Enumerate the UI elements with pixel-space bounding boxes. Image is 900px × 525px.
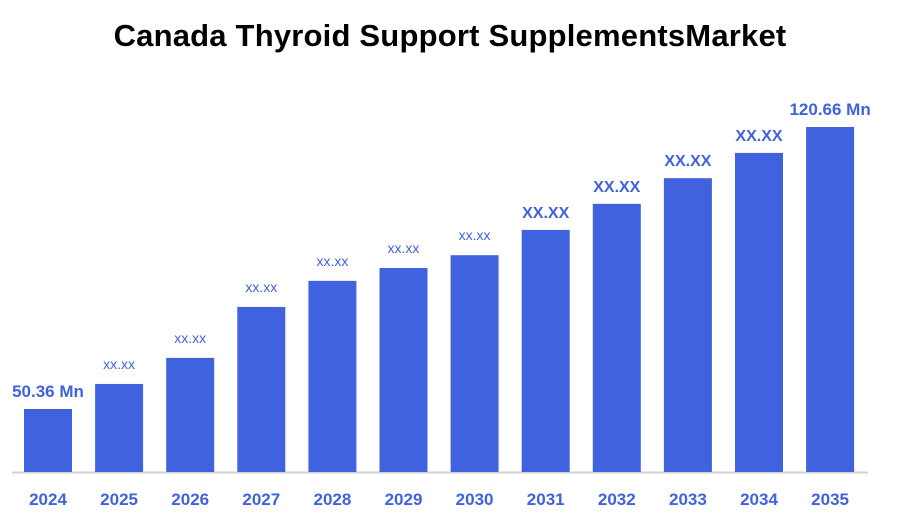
data-label-2031: XX.XX: [522, 205, 569, 222]
bar-2024: [24, 408, 72, 472]
bar-2031: [521, 229, 570, 472]
bar-2027: [237, 306, 286, 472]
x-tick-label-2030: 2030: [456, 490, 494, 509]
data-label-2028: xx.xx: [316, 253, 348, 269]
data-label-2026: xx.xx: [174, 330, 206, 346]
x-tick-label-2027: 2027: [242, 490, 280, 509]
x-tick-label-2028: 2028: [313, 490, 351, 509]
bar-2028: [308, 280, 357, 472]
data-label-2034: XX.XX: [735, 128, 782, 145]
x-tick-label-2034: 2034: [740, 490, 778, 509]
x-tick-label-2032: 2032: [598, 490, 636, 509]
x-tick-label-2029: 2029: [385, 490, 423, 509]
bar-2030: [450, 255, 499, 472]
data-label-2029: xx.xx: [388, 240, 420, 256]
bar-2034: [735, 152, 783, 472]
data-label-2025: xx.xx: [103, 356, 135, 372]
data-label-2033: XX.XX: [664, 153, 711, 170]
bar-2035: [806, 126, 855, 472]
data-label-2035: 120.66 Mn: [789, 100, 870, 119]
bar-2029: [379, 268, 428, 472]
bar-2032: [592, 203, 641, 472]
bar-2026: [166, 357, 215, 472]
x-tick-label-2033: 2033: [669, 490, 707, 509]
bar-2033: [663, 178, 712, 472]
data-label-2030: xx.xx: [459, 227, 491, 243]
data-label-2024: 50.36 Mn: [12, 382, 84, 401]
chart-title: Canada Thyroid Support SupplementsMarket: [113, 18, 787, 53]
x-tick-label-2035: 2035: [811, 490, 849, 509]
data-label-2027: xx.xx: [245, 279, 277, 295]
data-label-2032: XX.XX: [593, 179, 640, 196]
bar-2025: [95, 383, 144, 472]
x-tick-label-2025: 2025: [100, 490, 138, 509]
x-tick-label-2024: 2024: [29, 490, 67, 509]
x-tick-label-2031: 2031: [527, 490, 565, 509]
x-tick-label-2026: 2026: [171, 490, 209, 509]
